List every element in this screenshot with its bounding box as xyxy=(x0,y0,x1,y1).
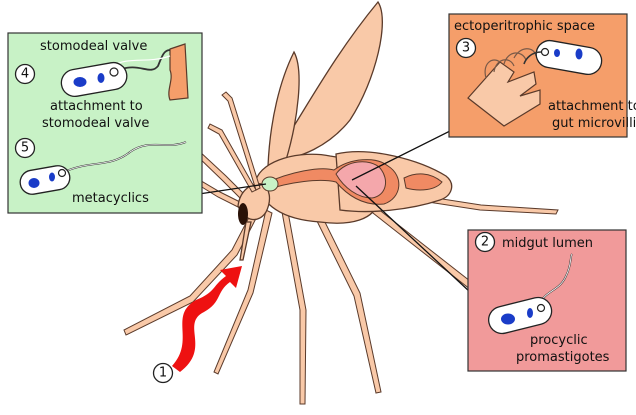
procyclic-promastigote xyxy=(488,253,573,335)
step-4-caption-line-2: stomodeal valve xyxy=(42,116,149,131)
attached-parasite xyxy=(523,39,603,76)
antenna xyxy=(207,123,257,193)
blood-meal-arrow-icon xyxy=(172,266,242,372)
step-3-number: 3 xyxy=(462,41,470,56)
step-5-caption: metacyclics xyxy=(72,191,149,206)
step-2-number: 2 xyxy=(481,235,489,250)
stomodeal-valve-label: stomodeal valve xyxy=(40,39,147,54)
step-2-caption-line-1: procyclic xyxy=(530,333,588,348)
step-2-circle xyxy=(474,231,496,253)
step-5-number: 5 xyxy=(21,141,29,156)
step-3-caption-line-1: attachment to xyxy=(548,99,636,114)
ectoperitrophic-space-label: ectoperitrophic space xyxy=(454,19,595,34)
panel-ectoperitrophic: ectoperitrophic space 3 attachment to gu… xyxy=(448,13,636,138)
proboscis xyxy=(239,221,252,261)
step-3-circle xyxy=(455,37,477,59)
microvilli-fingers xyxy=(484,48,537,79)
step-4-number: 4 xyxy=(21,67,29,82)
step-4-circle xyxy=(14,63,36,85)
step-1-circle xyxy=(152,362,174,384)
step-4-caption-line-1: attachment to xyxy=(50,99,143,114)
metacyclic-parasite xyxy=(19,141,187,195)
step-5-circle xyxy=(14,137,36,159)
panel-stomodeal: stomodeal valve 4 attachment to stomodea… xyxy=(7,32,203,214)
lower-wing xyxy=(267,50,300,167)
panel-midgut: 2 midgut lumen procyclic promastigotes xyxy=(467,229,627,372)
step-2-caption-line-2: promastigotes xyxy=(516,350,610,365)
step-3-caption-line-2: gut microvilli xyxy=(552,116,636,131)
step-1-number: 1 xyxy=(159,366,167,381)
panel-background xyxy=(448,13,628,138)
haptomonad-parasite xyxy=(60,49,171,98)
midgut xyxy=(335,161,387,199)
hindgut xyxy=(403,173,443,191)
midgut-lumen-label: midgut lumen xyxy=(502,236,593,251)
valve-tissue xyxy=(168,43,189,101)
antenna xyxy=(221,91,261,191)
eye xyxy=(238,203,248,225)
upper-wing xyxy=(270,0,383,161)
